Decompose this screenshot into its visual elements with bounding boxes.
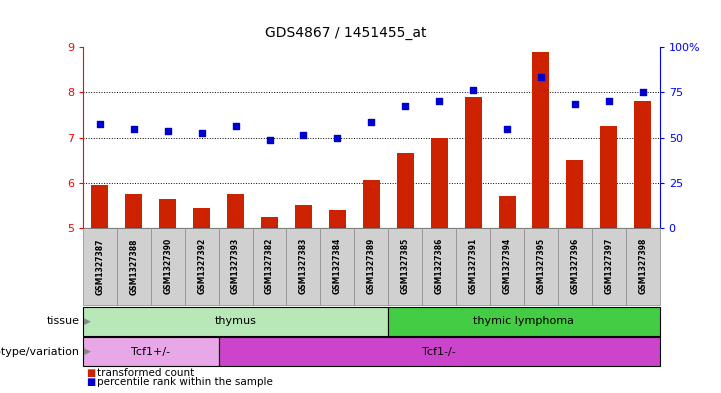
Bar xyxy=(320,228,354,305)
Text: ▶: ▶ xyxy=(84,347,92,356)
Bar xyxy=(389,307,660,336)
Bar xyxy=(456,228,490,305)
Bar xyxy=(558,228,592,305)
Text: thymus: thymus xyxy=(215,316,257,326)
Point xyxy=(603,98,614,105)
Point xyxy=(230,123,242,129)
Point xyxy=(467,87,479,93)
Text: ■: ■ xyxy=(87,368,96,378)
Bar xyxy=(117,228,151,305)
Bar xyxy=(397,153,414,228)
Point xyxy=(637,89,648,95)
Bar xyxy=(533,51,549,228)
Point xyxy=(162,128,174,134)
Text: GSM1327383: GSM1327383 xyxy=(299,238,308,294)
Text: GSM1327396: GSM1327396 xyxy=(570,238,580,294)
Point xyxy=(264,137,275,143)
Text: ▶: ▶ xyxy=(84,317,92,326)
Bar xyxy=(329,210,346,228)
Text: GSM1327395: GSM1327395 xyxy=(536,238,546,294)
Bar xyxy=(295,205,312,228)
Bar xyxy=(464,97,482,228)
Bar xyxy=(218,228,252,305)
Bar xyxy=(185,228,218,305)
Bar xyxy=(490,228,524,305)
Text: thymic lymphoma: thymic lymphoma xyxy=(474,316,575,326)
Text: GSM1327384: GSM1327384 xyxy=(333,238,342,294)
Bar xyxy=(83,307,389,336)
Bar xyxy=(363,180,380,228)
Bar xyxy=(83,228,117,305)
Bar xyxy=(430,138,448,228)
Text: GSM1327397: GSM1327397 xyxy=(604,238,614,294)
Bar xyxy=(634,101,651,228)
Bar xyxy=(218,337,660,366)
Point xyxy=(298,132,309,138)
Bar xyxy=(524,228,558,305)
Text: GSM1327389: GSM1327389 xyxy=(367,238,376,294)
Bar xyxy=(261,217,278,228)
Text: transformed count: transformed count xyxy=(97,368,195,378)
Point xyxy=(569,101,580,107)
Text: GSM1327392: GSM1327392 xyxy=(197,238,206,294)
Text: GSM1327390: GSM1327390 xyxy=(163,238,172,294)
Text: tissue: tissue xyxy=(46,316,79,326)
Text: ■: ■ xyxy=(87,377,96,387)
Point xyxy=(332,134,343,141)
Text: GSM1327388: GSM1327388 xyxy=(129,238,138,294)
Point xyxy=(128,125,140,132)
Bar xyxy=(601,126,617,228)
Text: Tcf1+/-: Tcf1+/- xyxy=(131,347,170,356)
Text: GSM1327393: GSM1327393 xyxy=(231,238,240,294)
Text: percentile rank within the sample: percentile rank within the sample xyxy=(97,377,273,387)
Point xyxy=(94,121,106,127)
Bar xyxy=(423,228,456,305)
Bar xyxy=(159,198,176,228)
Bar xyxy=(389,228,423,305)
Point xyxy=(535,73,547,80)
Text: GSM1327386: GSM1327386 xyxy=(435,238,443,294)
Bar xyxy=(626,228,660,305)
Text: Tcf1-/-: Tcf1-/- xyxy=(423,347,456,356)
Bar xyxy=(567,160,583,228)
Point xyxy=(196,130,208,136)
Text: GDS4867 / 1451455_at: GDS4867 / 1451455_at xyxy=(265,26,427,40)
Point xyxy=(366,119,377,125)
Bar xyxy=(227,194,244,228)
Text: GSM1327387: GSM1327387 xyxy=(95,238,105,294)
Bar xyxy=(498,196,516,228)
Bar xyxy=(252,228,286,305)
Bar xyxy=(193,208,210,228)
Text: GSM1327382: GSM1327382 xyxy=(265,238,274,294)
Text: GSM1327398: GSM1327398 xyxy=(638,238,647,294)
Text: GSM1327385: GSM1327385 xyxy=(401,238,410,294)
Bar xyxy=(592,228,626,305)
Bar xyxy=(125,194,142,228)
Point xyxy=(399,103,411,109)
Bar xyxy=(92,185,108,228)
Bar xyxy=(286,228,320,305)
Bar xyxy=(151,228,185,305)
Text: GSM1327391: GSM1327391 xyxy=(469,238,477,294)
Bar xyxy=(354,228,389,305)
Point xyxy=(501,125,513,132)
Point xyxy=(433,98,445,105)
Bar xyxy=(83,337,218,366)
Text: GSM1327394: GSM1327394 xyxy=(503,238,511,294)
Text: genotype/variation: genotype/variation xyxy=(0,347,79,356)
